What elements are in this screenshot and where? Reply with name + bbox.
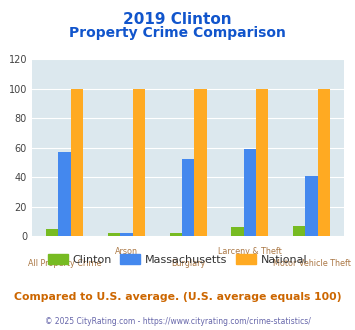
- Text: Compared to U.S. average. (U.S. average equals 100): Compared to U.S. average. (U.S. average …: [14, 292, 341, 302]
- Text: All Property Crime: All Property Crime: [28, 259, 102, 268]
- Bar: [256, 89, 268, 236]
- Bar: [305, 176, 318, 236]
- Bar: [194, 89, 207, 236]
- Bar: [59, 152, 71, 236]
- Bar: [293, 226, 305, 236]
- Text: © 2025 CityRating.com - https://www.cityrating.com/crime-statistics/: © 2025 CityRating.com - https://www.city…: [45, 317, 310, 326]
- Bar: [71, 89, 83, 236]
- Text: 2019 Clinton: 2019 Clinton: [123, 12, 232, 26]
- Bar: [182, 159, 194, 236]
- Text: Larceny & Theft: Larceny & Theft: [218, 247, 282, 255]
- Text: Motor Vehicle Theft: Motor Vehicle Theft: [273, 259, 351, 268]
- Bar: [318, 89, 330, 236]
- Bar: [231, 227, 244, 236]
- Text: Property Crime Comparison: Property Crime Comparison: [69, 26, 286, 40]
- Bar: [46, 229, 59, 236]
- Text: Arson: Arson: [115, 247, 138, 255]
- Legend: Clinton, Massachusetts, National: Clinton, Massachusetts, National: [43, 249, 312, 269]
- Bar: [120, 233, 132, 236]
- Bar: [170, 233, 182, 236]
- Bar: [108, 233, 120, 236]
- Bar: [132, 89, 145, 236]
- Text: Burglary: Burglary: [171, 259, 205, 268]
- Bar: [244, 149, 256, 236]
